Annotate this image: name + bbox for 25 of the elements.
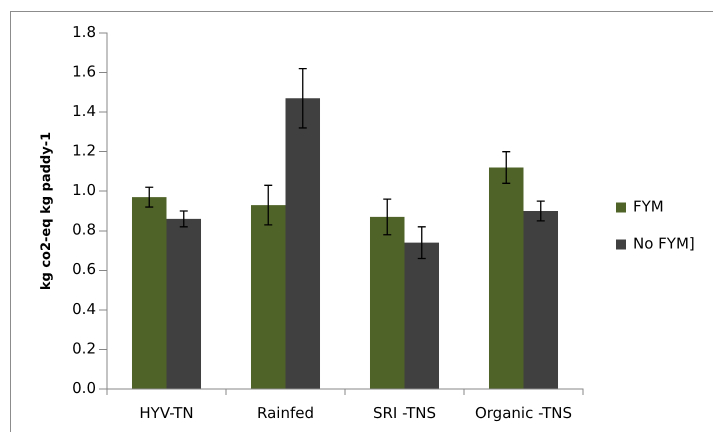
bar [524, 211, 558, 388]
y-tick-label: 0.6 [72, 260, 96, 278]
y-tick-label: 1.2 [72, 142, 96, 160]
y-tick-label: 0.4 [72, 300, 96, 318]
y-tick-label: 0.2 [72, 339, 96, 358]
bar [286, 98, 320, 388]
x-tick-label: Organic -TNS [474, 404, 572, 422]
x-tick-label: SRI -TNS [372, 404, 436, 422]
y-tick-label: 0.0 [72, 378, 96, 397]
bar [166, 218, 202, 388]
y-tick-label: 1.0 [72, 181, 96, 200]
legend-label: No FYM] [633, 234, 695, 252]
x-tick-label: Rainfed [257, 404, 314, 422]
legend-label: FYM [633, 197, 664, 216]
x-tick-label: HYV-TN [139, 404, 194, 422]
y-axis-title: kg co2-eq kg paddy-1 [39, 132, 54, 290]
y-tick-label: 0.8 [72, 220, 96, 239]
bar [132, 197, 166, 388]
y-tick-label: 1.8 [72, 22, 96, 41]
bar [250, 205, 286, 388]
bar [404, 242, 440, 388]
y-tick-label: 1.4 [72, 102, 96, 120]
y-tick-label: 1.6 [72, 62, 96, 80]
bar [370, 216, 404, 388]
bar [488, 167, 524, 388]
